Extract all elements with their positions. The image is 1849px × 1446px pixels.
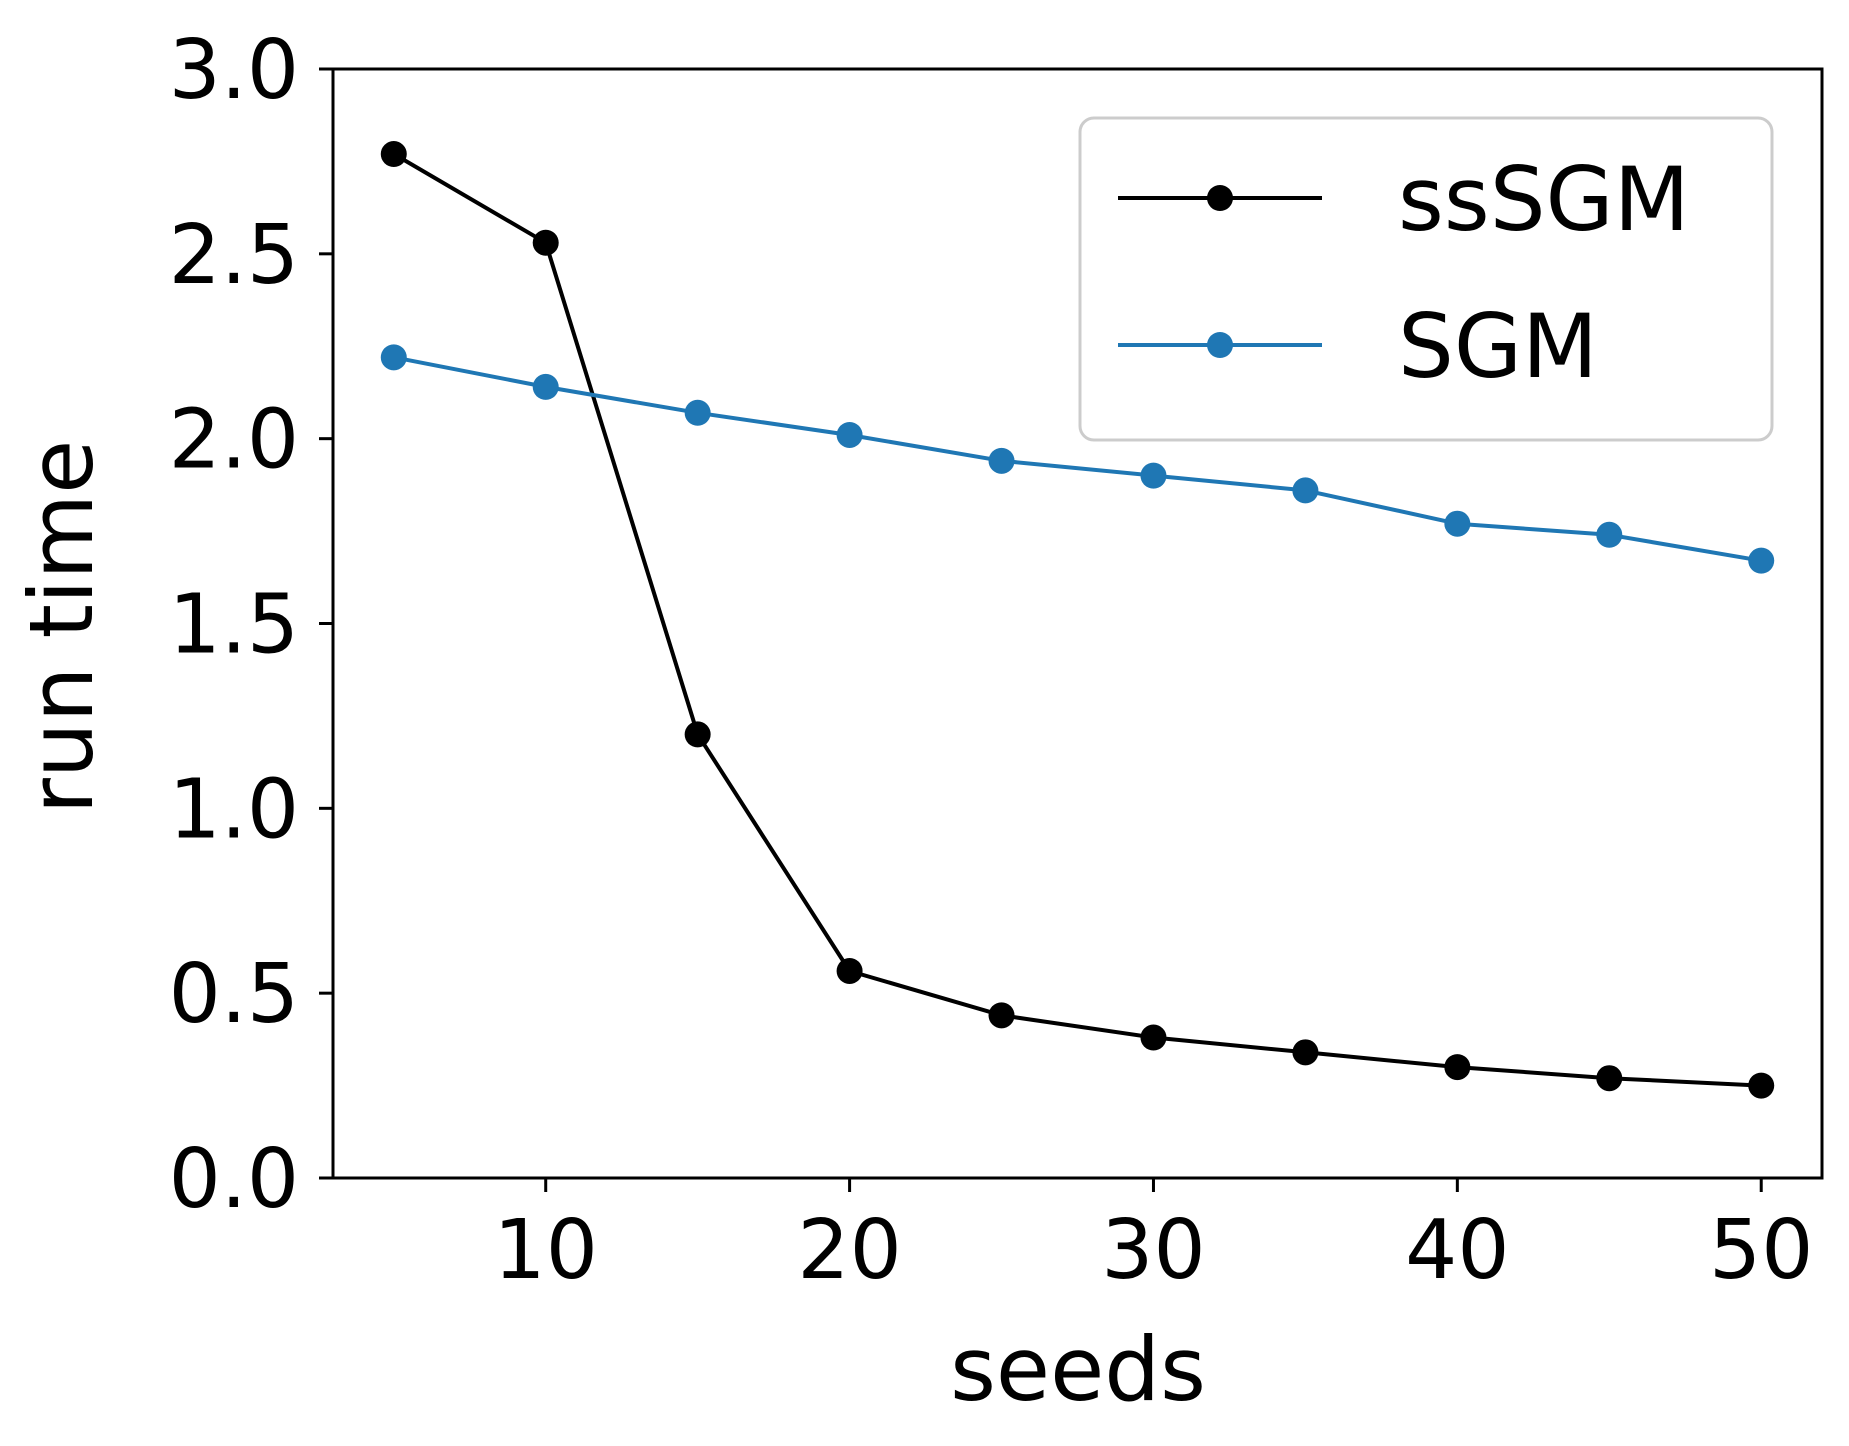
- data-point-ssSGM: [1292, 1039, 1319, 1066]
- data-point-SGM: [836, 421, 863, 448]
- data-point-SGM: [1444, 510, 1471, 537]
- x-tick-label: 20: [797, 1203, 901, 1298]
- data-point-ssSGM: [836, 957, 863, 984]
- y-tick-label: 2.0: [169, 393, 299, 488]
- series-layer: [380, 141, 1775, 1099]
- y-tick-label: 0.0: [169, 1132, 299, 1227]
- data-point-SGM: [988, 447, 1015, 474]
- data-point-ssSGM: [532, 229, 559, 256]
- y-tick-label: 3.0: [169, 23, 299, 118]
- x-tick-label: 40: [1405, 1203, 1509, 1298]
- x-tick-label: 50: [1709, 1203, 1813, 1298]
- data-point-ssSGM: [988, 1002, 1015, 1029]
- data-point-SGM: [1596, 521, 1623, 548]
- series-line-SGM: [393, 355, 1762, 563]
- data-point-SGM: [532, 373, 559, 400]
- data-point-ssSGM: [684, 721, 711, 748]
- data-point-ssSGM: [1140, 1024, 1167, 1051]
- data-point-SGM: [1748, 547, 1775, 574]
- x-axis-label: seeds: [950, 1318, 1206, 1421]
- data-point-ssSGM: [1444, 1054, 1471, 1081]
- legend-label-SGM: SGM: [1398, 295, 1598, 398]
- x-tick-label: 10: [494, 1203, 598, 1298]
- axes-layer: 10 20 30 40 50 0.0 0.5 1.0 1.5 2.0 2.5 3.0: [169, 23, 1824, 1298]
- y-axis-label: run time: [10, 440, 113, 815]
- data-point-SGM: [1140, 462, 1167, 489]
- y-tick-label: 1.5: [169, 578, 299, 673]
- legend-marker-ssSGM: [1207, 185, 1233, 211]
- data-point-SGM: [684, 399, 711, 426]
- series-line-ssSGM: [392, 152, 1762, 1088]
- legend-label-ssSGM: ssSGM: [1398, 148, 1690, 251]
- legend: ssSGM SGM: [1078, 116, 1774, 442]
- legend-marker-SGM: [1207, 332, 1233, 358]
- data-point-ssSGM: [1596, 1065, 1623, 1092]
- y-tick-label: 1.0: [169, 762, 299, 857]
- data-point-SGM: [380, 344, 407, 371]
- y-tick-label: 0.5: [169, 947, 299, 1042]
- data-point-ssSGM: [1748, 1072, 1775, 1099]
- data-point-SGM: [1292, 477, 1319, 504]
- y-tick-label: 2.5: [169, 208, 299, 303]
- x-tick-label: 30: [1101, 1203, 1205, 1298]
- data-point-ssSGM: [380, 141, 407, 168]
